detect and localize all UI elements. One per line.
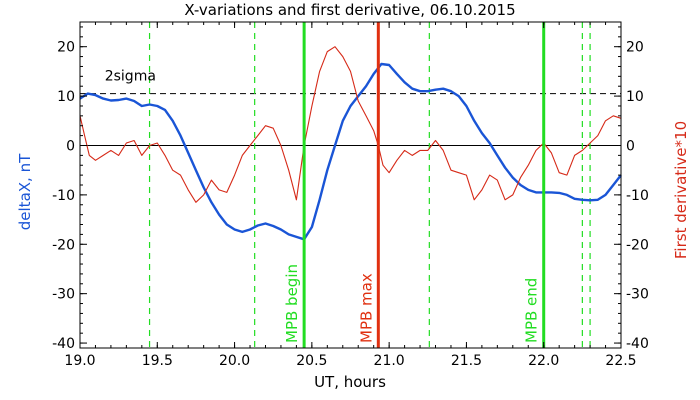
x-tick-label: 22.0 xyxy=(528,353,559,369)
x-tick-label: 20.5 xyxy=(296,353,327,369)
y-tick-label-left: -10 xyxy=(52,188,75,204)
y-tick-label-right: -30 xyxy=(626,287,649,303)
event-label-1: MPB max xyxy=(357,273,375,343)
x-axis-title: UT, hours xyxy=(314,373,386,391)
x-tick-label: 22.5 xyxy=(605,353,636,369)
y-tick-label-left: 0 xyxy=(66,138,75,154)
y-tick-label-right: 10 xyxy=(626,89,644,105)
event-label-2: MPB end xyxy=(523,278,541,343)
labels-layer: 2sigma MPB begin MPB max MPB end xyxy=(105,69,541,343)
y-tick-label-right: -40 xyxy=(626,336,649,352)
y-tick-label-left: 10 xyxy=(57,89,75,105)
y-tick-label-right: 20 xyxy=(626,40,644,56)
data-layer xyxy=(79,22,622,348)
right-axis-title: First derivative*10 xyxy=(672,121,690,259)
axes-layer: 19.0 19.5 20.0 20.5 21.0 21.5 22.0 22.5 20 20 10 10… xyxy=(52,22,649,369)
y-tick-label-left: -20 xyxy=(52,237,75,253)
y-tick-label-right: -10 xyxy=(626,188,649,204)
x-tick-label: 21.0 xyxy=(374,353,405,369)
y-tick-label-left: -40 xyxy=(52,336,75,352)
x-tick-label: 21.5 xyxy=(451,353,482,369)
series-line-1 xyxy=(79,46,622,203)
y-tick-label-right: 0 xyxy=(626,138,635,154)
event-label-0: MPB begin xyxy=(283,264,301,343)
x-tick-label: 19.0 xyxy=(64,353,95,369)
left-axis-title: deltaX, nT xyxy=(16,153,34,230)
series-line-0 xyxy=(79,62,622,241)
x-tick-label: 20.0 xyxy=(219,353,250,369)
x-tick-label: 19.5 xyxy=(142,353,173,369)
threshold-label: 2sigma xyxy=(105,69,156,85)
y-tick-label-right: -20 xyxy=(626,237,649,253)
y-tick-label-left: 20 xyxy=(57,40,75,56)
chart-title: X-variations and first derivative, 06.10… xyxy=(184,1,515,19)
y-tick-label-left: -30 xyxy=(52,287,75,303)
